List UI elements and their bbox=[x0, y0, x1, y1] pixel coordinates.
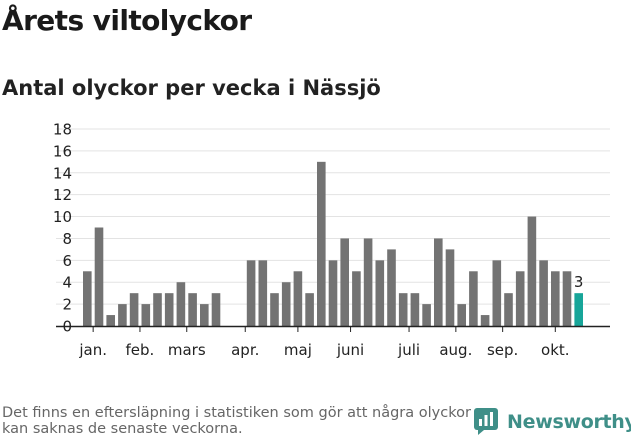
chart-subtitle: Antal olyckor per vecka i Nässjö bbox=[2, 76, 381, 100]
bar bbox=[83, 271, 92, 326]
x-axis-month-labels: jan. feb. mars apr. maj juni juli aug. sep. okt. bbox=[78, 326, 570, 359]
bar bbox=[94, 227, 104, 326]
x-tick-label: juni bbox=[336, 341, 364, 359]
bars bbox=[83, 161, 583, 326]
bar bbox=[317, 161, 326, 326]
data-label-latest: 3 bbox=[574, 273, 584, 291]
bar bbox=[246, 260, 256, 326]
bar bbox=[211, 293, 221, 326]
bar bbox=[141, 304, 151, 326]
bar bbox=[352, 271, 361, 326]
chart-title: Årets viltolyckor bbox=[2, 4, 252, 37]
bar bbox=[106, 315, 115, 326]
data-labels: 3 bbox=[574, 273, 584, 291]
bar bbox=[118, 304, 127, 326]
x-tick-label: juli bbox=[397, 341, 420, 359]
bar bbox=[445, 249, 455, 326]
newsworthy-logo-text: Newsworthy bbox=[507, 410, 631, 433]
bar bbox=[527, 216, 537, 326]
bar bbox=[328, 260, 338, 326]
bar bbox=[281, 282, 291, 326]
footnote: Det finns en eftersläpning i statistiken… bbox=[2, 405, 471, 437]
bar bbox=[457, 304, 466, 326]
x-tick-label: sep. bbox=[487, 341, 518, 359]
x-tick-label: feb. bbox=[126, 341, 155, 359]
bar bbox=[188, 293, 197, 326]
y-tick-label: 2 bbox=[62, 296, 72, 314]
x-tick-label: aug. bbox=[439, 341, 472, 359]
bar bbox=[293, 271, 303, 326]
y-tick-label: 8 bbox=[62, 230, 72, 248]
bar bbox=[363, 238, 373, 326]
bar bbox=[504, 293, 513, 326]
y-tick-label: 14 bbox=[53, 164, 72, 182]
newsworthy-logo-icon bbox=[474, 408, 498, 435]
bar bbox=[387, 249, 396, 326]
y-tick-label: 12 bbox=[53, 186, 72, 204]
bar bbox=[375, 260, 385, 326]
bar bbox=[410, 293, 420, 326]
bar bbox=[270, 293, 279, 326]
x-tick-label: okt. bbox=[541, 341, 570, 359]
bar bbox=[164, 293, 174, 326]
bar bbox=[480, 315, 490, 326]
bar bbox=[469, 271, 478, 326]
bar bbox=[340, 238, 349, 326]
bar bbox=[305, 293, 314, 326]
bar bbox=[434, 238, 443, 326]
x-tick-label: apr. bbox=[231, 341, 259, 359]
x-tick-label: jan. bbox=[78, 341, 107, 359]
bar bbox=[492, 260, 502, 326]
bar bbox=[515, 271, 525, 326]
bar bbox=[176, 282, 186, 326]
bar bbox=[551, 271, 560, 326]
y-tick-label: 4 bbox=[62, 274, 72, 292]
y-tick-label: 6 bbox=[62, 252, 72, 270]
bar bbox=[562, 271, 572, 326]
bar bbox=[422, 304, 431, 326]
y-tick-label: 16 bbox=[53, 142, 72, 160]
x-tick-label: mars bbox=[168, 341, 206, 359]
y-tick-label: 18 bbox=[53, 121, 72, 139]
bar bbox=[153, 293, 162, 326]
bar-latest-week bbox=[574, 293, 583, 326]
bar bbox=[539, 260, 548, 326]
newsworthy-logo[interactable]: Newsworthy bbox=[474, 408, 631, 435]
x-tick-label: maj bbox=[284, 341, 312, 359]
bar bbox=[258, 260, 268, 326]
y-tick-label: 10 bbox=[53, 208, 72, 226]
bar bbox=[398, 293, 408, 326]
bar bbox=[200, 304, 209, 326]
bar bbox=[129, 293, 139, 326]
